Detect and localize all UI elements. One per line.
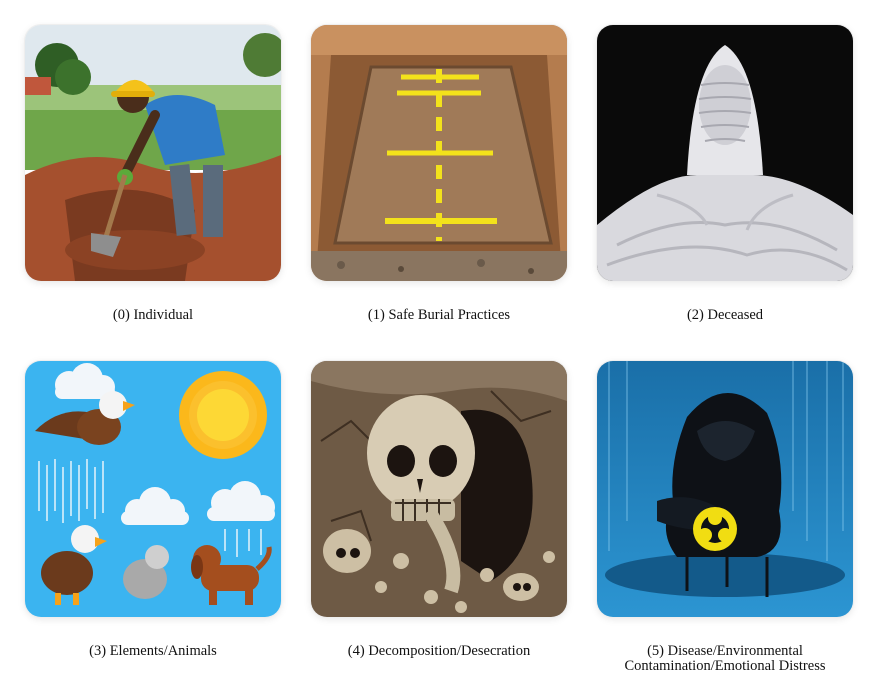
skull-in-earth-illustration	[311, 361, 567, 617]
sun-icon	[179, 371, 267, 459]
panel-individual-caption: (0) Individual	[112, 307, 194, 323]
panel-safe-burial-image	[311, 25, 567, 281]
worker-digging-illustration	[25, 25, 281, 281]
eagle-icon	[35, 391, 135, 445]
panel-decomposition-caption: (4) Decomposition/Desecration	[347, 643, 531, 659]
panel-disease-image	[597, 361, 853, 617]
grave-excavation-illustration	[311, 25, 567, 281]
panel-deceased-caption: (2) Deceased	[686, 307, 764, 323]
biohazard-icon	[693, 507, 737, 551]
elements-animals-illustration	[25, 361, 281, 617]
skull-icon	[367, 395, 475, 594]
panel-deceased-image	[597, 25, 853, 281]
hooded-figure-biohazard-illustration	[597, 361, 853, 617]
panel-safe-burial-caption: (1) Safe Burial Practices	[367, 307, 511, 323]
panel-decomposition-image	[311, 361, 567, 617]
panel-disease-caption: (5) Disease/Environmental Contamination/…	[624, 643, 826, 674]
panel-elements-animals-image	[25, 361, 281, 617]
panel-individual-image	[25, 25, 281, 281]
shrouded-figure-illustration	[597, 25, 853, 281]
eagle-icon	[41, 525, 107, 605]
panel-elements-animals-caption: (3) Elements/Animals	[89, 643, 217, 659]
dog-icon	[191, 545, 272, 605]
